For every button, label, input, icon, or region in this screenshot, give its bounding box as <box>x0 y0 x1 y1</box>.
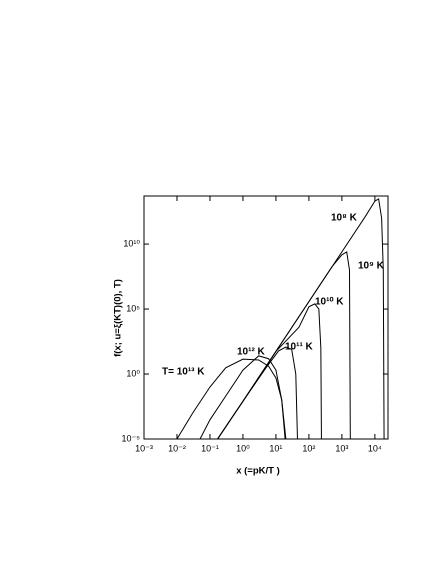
x-tick-label: 10⁻³ <box>135 443 153 453</box>
curve-label: 10⁸ K <box>331 213 358 224</box>
plot-frame <box>143 195 389 440</box>
curve-label: 10¹¹ K <box>285 342 314 353</box>
y-tick-label: 10⁰ <box>126 368 140 378</box>
x-tick-label: 10⁻¹ <box>201 443 219 453</box>
curve <box>199 355 286 440</box>
x-axis-title: x (=pK/T ) <box>236 466 280 477</box>
curve-label: 10¹⁰ K <box>315 297 344 308</box>
curve <box>217 198 385 440</box>
y-tick-label: 10⁵ <box>126 303 140 313</box>
x-tick-label: 10³ <box>335 443 348 453</box>
curve <box>217 346 298 440</box>
y-tick-label: 10¹⁰ <box>123 238 140 248</box>
curve <box>217 251 351 440</box>
curve-label: 10⁹ K <box>358 261 385 272</box>
x-tick-label: 10⁰ <box>236 443 250 453</box>
x-tick-label: 10⁻² <box>168 443 186 453</box>
curve <box>217 303 322 440</box>
curve-label: 10¹² K <box>237 347 266 358</box>
curve <box>176 358 287 440</box>
y-tick-label: 10⁻⁵ <box>122 433 141 443</box>
curve-label: T= 10¹³ K <box>162 367 205 378</box>
x-tick-label: 10¹ <box>269 443 282 453</box>
x-tick-label: 10⁴ <box>368 443 382 453</box>
y-axis-title: f(x; u=ξ(KT)(0), T) <box>113 279 124 357</box>
x-tick-label: 10² <box>302 443 315 453</box>
